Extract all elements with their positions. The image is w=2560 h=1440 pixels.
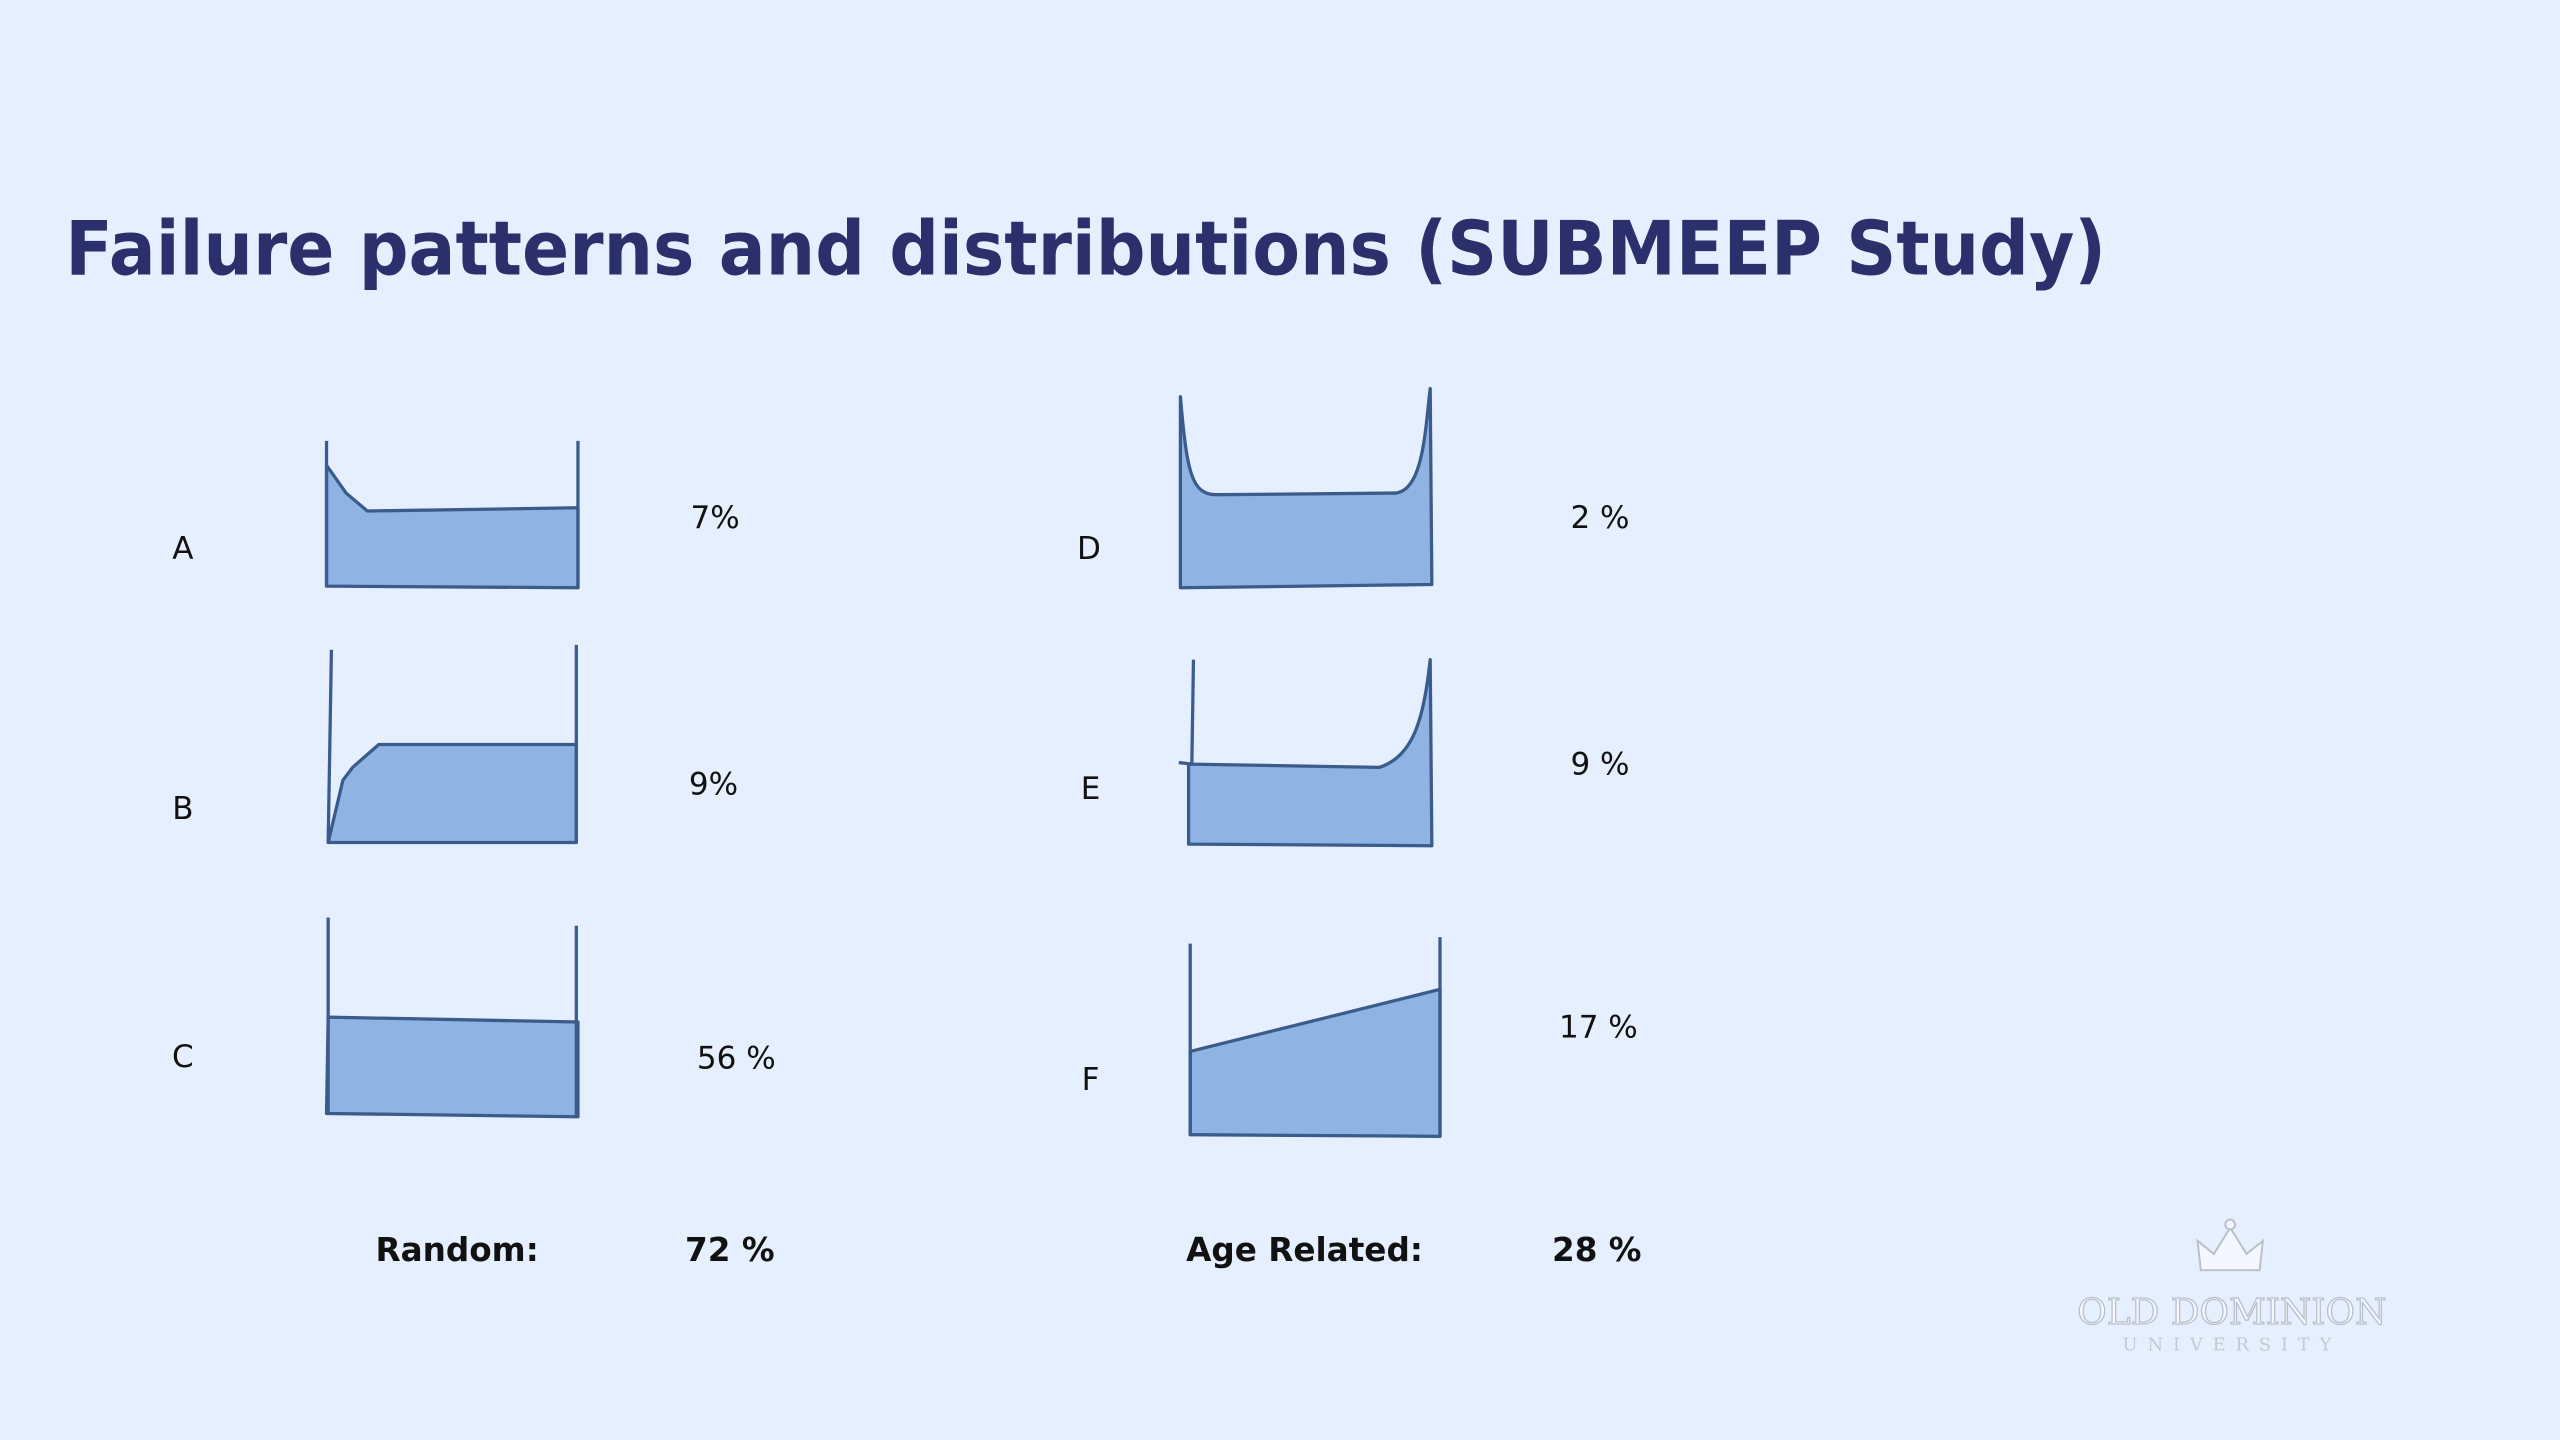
- pattern-e-shape: [1178, 657, 1434, 848]
- pattern-share: 2 %: [1570, 500, 1629, 536]
- pattern-share: 9 %: [1570, 747, 1629, 783]
- pattern-label: C: [172, 1039, 194, 1075]
- pattern-c-shape: [324, 917, 580, 1119]
- summary-label: Age Related:: [1186, 1231, 1423, 1269]
- pattern-f-shape: [1188, 937, 1442, 1138]
- pattern-share: 17 %: [1559, 1010, 1638, 1046]
- summary-label: Random:: [376, 1231, 539, 1269]
- logo-subtitle: UNIVERSITY: [2123, 1334, 2342, 1355]
- pattern-d-shape: [1178, 386, 1434, 590]
- summary-share: 28 %: [1552, 1231, 1642, 1269]
- pattern-a-shape: [324, 440, 580, 590]
- pattern-label: B: [172, 791, 193, 827]
- pattern-share: 56 %: [697, 1041, 776, 1077]
- pattern-share: 9%: [689, 766, 738, 802]
- summary-share: 72 %: [685, 1231, 775, 1269]
- slide-title: Failure patterns and distributions (SUBM…: [65, 204, 2106, 292]
- logo-name: OLD DOMINION: [2077, 1292, 2386, 1333]
- logo-crown: [2196, 1218, 2265, 1272]
- pattern-label: D: [1077, 531, 1101, 567]
- pattern-b-shape: [326, 644, 578, 845]
- pattern-label: F: [1082, 1062, 1100, 1098]
- pattern-label: A: [172, 531, 193, 567]
- pattern-share: 7%: [690, 500, 739, 536]
- pattern-label: E: [1081, 771, 1101, 807]
